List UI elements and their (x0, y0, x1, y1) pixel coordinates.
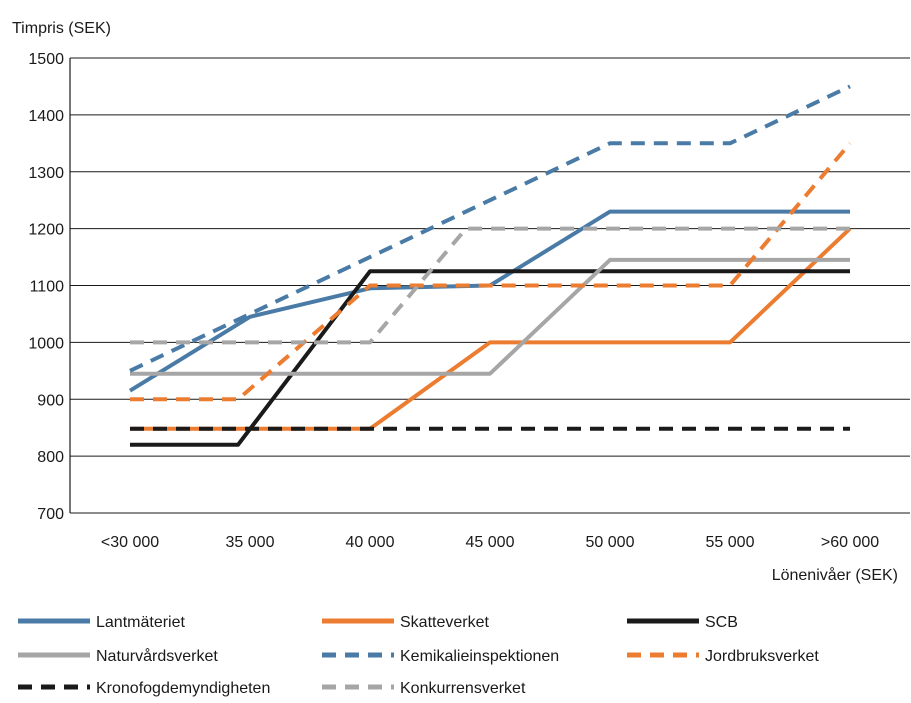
x-tick-label: 45 000 (466, 534, 515, 551)
y-tick-label: 1100 (30, 279, 65, 296)
series-line (129, 84, 851, 373)
series-line (128, 209, 850, 393)
y-tick-label: 1400 (28, 108, 64, 125)
legend-label: Lantmäteriet (96, 614, 185, 631)
x-tick-label: 40 000 (346, 534, 395, 551)
x-axis-title: Lönenivåer (SEK) (772, 566, 898, 584)
legend-label: Kronofogdemyndigheten (96, 680, 270, 697)
series-line (130, 227, 852, 431)
x-tick-label: <30 000 (101, 534, 159, 551)
legend-label: Kemikalieinspektionen (400, 648, 559, 665)
y-tick-label: 900 (37, 392, 64, 409)
x-tick-labels: <30 000 35 000 40 000 45 000 50 000 55 000 >60… (101, 534, 879, 551)
legend-label: Naturvårdsverket (96, 647, 218, 665)
y-tick-label: 1500 (28, 51, 64, 68)
series-line (130, 226, 850, 345)
series-line (130, 257, 850, 376)
y-tick-label: 1200 (28, 222, 64, 239)
x-tick-label: 55 000 (706, 534, 755, 551)
series-lines (128, 84, 852, 447)
legend-label: Konkurrensverket (400, 680, 526, 697)
legend-label: SCB (705, 614, 738, 631)
x-tick-label: >60 000 (821, 534, 879, 551)
legend-label: Jordbruksverket (705, 648, 819, 665)
series-line (130, 269, 850, 447)
series-line (130, 142, 852, 402)
legend: Lantmäteriet Skatteverket SCB Naturvårdsver… (18, 614, 819, 697)
y-tick-label: 800 (37, 449, 64, 466)
y-tick-label: 700 (37, 506, 64, 523)
y-tick-label: 1300 (28, 165, 64, 182)
legend-label: Skatteverket (400, 614, 489, 631)
x-tick-label: 50 000 (586, 534, 635, 551)
y-tick-label: 1000 (28, 335, 64, 352)
y-tick-labels: 700 800 900 1000 1100 1200 1300 1400 1500 (28, 51, 64, 523)
y-axis-title: Timpris (SEK) (12, 20, 111, 37)
x-tick-label: 35 000 (226, 534, 275, 551)
